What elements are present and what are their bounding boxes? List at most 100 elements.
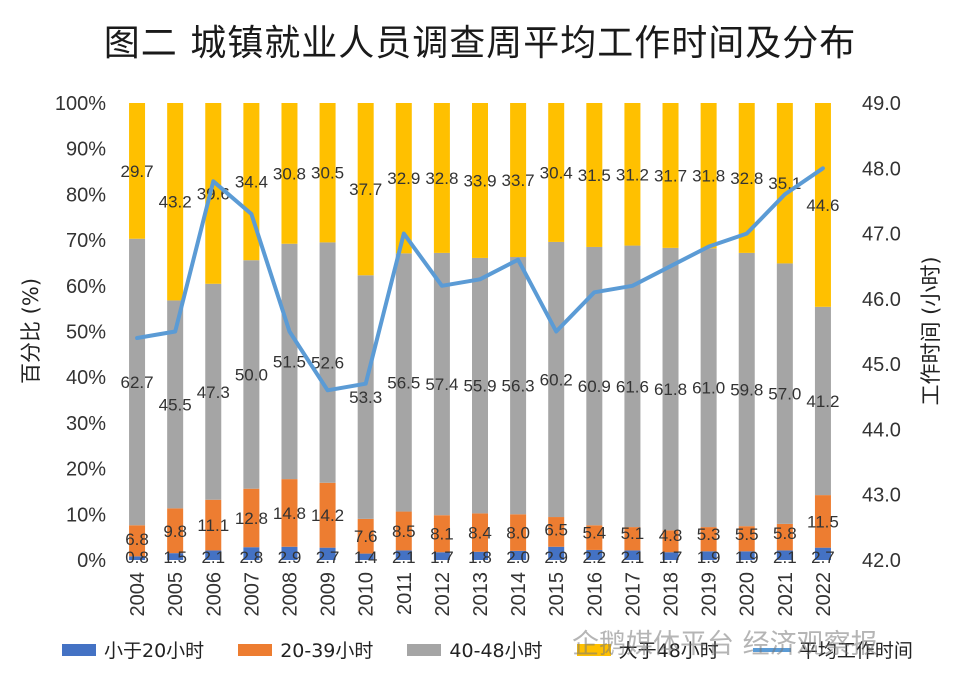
data-label-gt48-2020: 32.8 [730,169,763,188]
bar-20-39-2014 [510,514,527,551]
legend-item-lt20: 小于20小时 [62,636,204,663]
x-tick-2013: 2013 [470,572,492,617]
bar-40-48-2011 [395,253,412,512]
data-label-40-48-2013: 55.9 [463,377,496,396]
x-tick-2016: 2016 [584,572,606,617]
bar-lt20-2019 [700,551,717,560]
bar-lt20-2016 [586,549,603,560]
data-label-40-48-2004: 62.7 [121,373,154,392]
data-label-20-39-2022: 11.5 [807,512,839,531]
bar-gt48-2016 [586,103,603,247]
data-label-gt48-2018: 31.7 [654,166,687,185]
avg-line-layer [135,166,825,393]
bar-gt48-2021 [776,103,793,264]
data-label-40-48-2012: 57.4 [425,375,458,394]
data-label-gt48-2012: 32.8 [425,169,458,188]
bar-40-48-2017 [624,245,641,528]
y-tick-0pct: 0% [77,550,106,572]
legend-item-avg: 平均工作时间 [752,636,913,663]
y-tick-50pct: 50% [66,322,106,344]
x-tick-2004: 2004 [127,572,149,617]
bar-gt48-2018 [662,103,679,248]
x-tick-2007: 2007 [241,572,263,617]
bar-lt20-2014 [510,550,527,560]
bar-20-39-2005 [167,508,184,554]
legend-swatch-gt48 [576,643,611,656]
data-label-40-48-2011: 56.5 [387,373,420,392]
x-tick-2021: 2021 [775,572,797,617]
x-tick-2009: 2009 [318,572,340,617]
y2-axis-title: 工作时间 (小时) [919,256,943,405]
legend: 小于20小时 20-39小时 40-48小时 大于48小时 平均工作时间 [62,636,913,663]
bar-20-39-2019 [700,527,717,552]
x-tick-2014: 2014 [508,572,530,617]
data-label-lt20-2009: 2.7 [316,548,340,567]
data-label-20-39-2007: 12.8 [235,509,268,528]
bar-lt20-2017 [624,550,641,560]
bar-20-39-2020 [738,526,755,552]
bar-40-48-2010 [357,275,374,519]
bar-20-39-2009 [319,482,336,548]
chart-title: 图二 城镇就业人员调查周平均工作时间及分布 [103,23,857,64]
data-label-20-39-2017: 5.1 [621,524,645,543]
bar-40-48-2007 [243,260,260,489]
y2-tick-48.0: 48.0 [862,158,901,180]
bar-40-48-2009 [319,242,336,483]
y2-tick-42.0: 42.0 [862,550,901,572]
bar-20-39-2010 [357,518,374,554]
data-label-lt20-2016: 2.2 [582,548,606,567]
data-label-20-39-2019: 5.3 [697,525,721,544]
bar-20-39-2012 [433,515,450,553]
data-label-40-48-2015: 60.2 [540,370,573,389]
data-label-20-39-2009: 14.2 [311,506,344,525]
data-label-gt48-2022: 44.6 [806,196,839,215]
bar-20-39-2008 [281,479,298,547]
y2-tick-45.0: 45.0 [862,354,901,376]
bar-lt20-2009 [319,547,336,560]
data-label-20-39-2021: 5.8 [773,524,797,543]
bar-lt20-2008 [281,546,298,560]
data-label-20-39-2008: 14.8 [273,504,306,523]
data-label-lt20-2007: 2.8 [240,548,264,567]
bar-lt20-2021 [776,550,793,560]
y-tick-70pct: 70% [66,230,106,252]
legend-swatch-20-39 [238,643,273,656]
bar-20-39-2018 [662,530,679,553]
data-label-40-48-2016: 60.9 [578,377,611,396]
y-tick-90pct: 90% [66,139,106,161]
data-label-lt20-2014: 2.0 [506,548,530,567]
data-label-lt20-2008: 2.9 [278,548,302,567]
bar-20-39-2022 [814,495,831,548]
data-label-20-39-2011: 8.5 [392,522,416,541]
bar-lt20-2013 [472,551,488,560]
bar-20-39-2004 [129,525,146,557]
bar-40-48-2021 [776,263,793,524]
data-label-40-48-2005: 45.5 [159,395,192,414]
data-label-40-48-2022: 41.2 [806,392,839,411]
y-tick-30pct: 30% [66,413,106,435]
bar-gt48-2015 [548,103,565,242]
bar-40-48-2016 [586,246,603,526]
data-label-40-48-2021: 57.0 [768,385,801,404]
data-label-lt20-2012: 1.7 [430,548,454,567]
data-label-40-48-2019: 61.0 [692,379,725,398]
bar-lt20-2020 [738,551,755,560]
data-label-40-48-2009: 52.6 [311,354,344,373]
x-tick-2015: 2015 [546,572,568,617]
data-label-lt20-2005: 1.5 [163,548,187,567]
bar-lt20-2007 [243,547,260,560]
data-label-gt48-2011: 32.9 [387,169,420,188]
bar-lt20-2022 [814,547,831,560]
right-axis: 42.0 43.0 44.0 45.0 46.0 47.0 48.0 49.0 [862,93,901,572]
data-label-40-48-2006: 47.3 [197,383,230,402]
data-label-lt20-2004: 0.8 [125,548,149,567]
data-label-gt48-2021: 35.1 [768,174,801,193]
bar-gt48-2008 [281,103,298,244]
bar-lt20-2004 [129,556,146,560]
bar-20-39-2011 [395,511,412,551]
bar-20-39-2007 [243,488,260,548]
legend-swatch-lt20 [62,643,96,656]
y-tick-20pct: 20% [66,459,106,481]
legend-item-gt48: 大于48小时 [576,636,719,663]
y-tick-60pct: 60% [66,276,106,298]
